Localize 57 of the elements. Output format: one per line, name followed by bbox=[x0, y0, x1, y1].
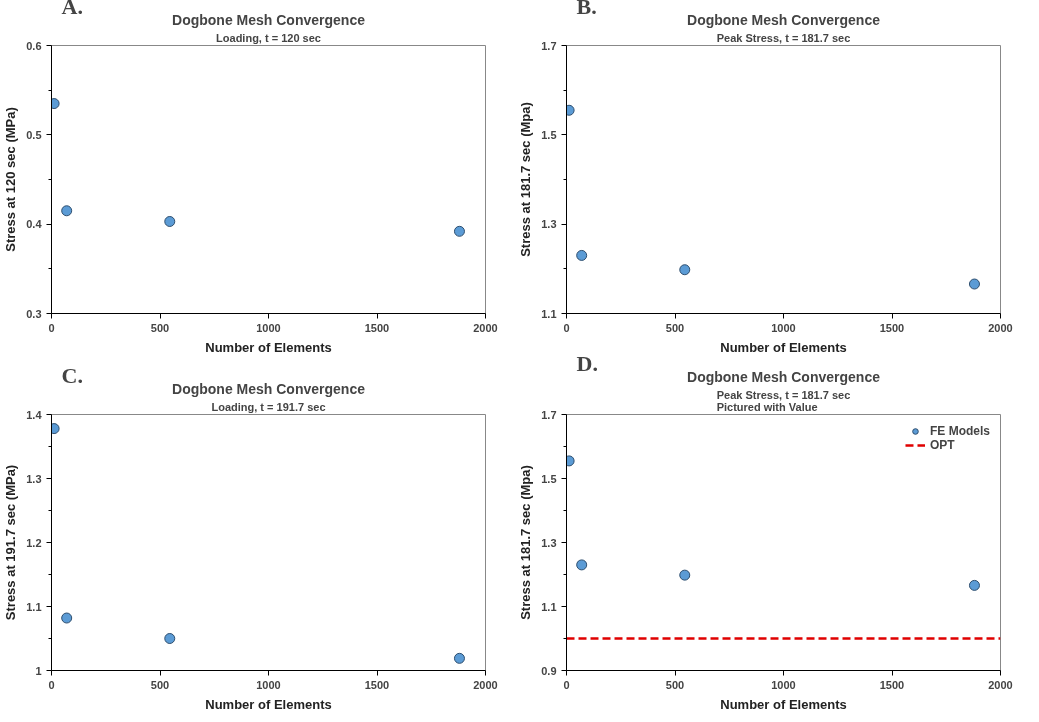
x-tick-label: 0 bbox=[563, 678, 570, 691]
y-tick-label: 1.3 bbox=[541, 536, 557, 549]
y-tick-label: 1.5 bbox=[541, 128, 557, 141]
text: C. bbox=[61, 362, 83, 388]
x-tick-label: 1000 bbox=[256, 321, 281, 334]
x-tick-label: 1000 bbox=[771, 321, 796, 334]
y-tick-label: 1.4 bbox=[26, 408, 43, 421]
x-tick-label: 500 bbox=[665, 678, 685, 691]
x-tick-label: 500 bbox=[665, 321, 685, 334]
x-axis-title: Number of Elements bbox=[205, 339, 332, 355]
y-tick-label: 0.9 bbox=[541, 664, 557, 677]
x-tick-label: 0 bbox=[563, 321, 570, 334]
y-tick-label: 0.6 bbox=[26, 39, 42, 52]
y-tick-label: 1.1 bbox=[26, 600, 42, 613]
chart-subtitle: Loading, t = 191.7 sec bbox=[211, 400, 326, 413]
x-axis-title: Number of Elements bbox=[720, 696, 847, 712]
x-tick-label: 1500 bbox=[879, 678, 905, 691]
y-tick-label: 0.4 bbox=[26, 218, 43, 231]
x-axis-title: Number of Elements bbox=[205, 696, 332, 712]
y-axis-title: Stress at 181.7 sec (Mpa) bbox=[518, 102, 534, 257]
chart-title: Dogbone Mesh Convergence bbox=[172, 380, 366, 397]
x-tick-label: 1500 bbox=[364, 678, 390, 691]
x-tick-label: 2000 bbox=[988, 321, 1013, 334]
y-tick-label: 1 bbox=[35, 664, 42, 677]
x-tick-label: 1500 bbox=[879, 321, 905, 334]
x-tick-label: 1500 bbox=[364, 321, 390, 334]
y-tick-label: 0.5 bbox=[26, 128, 42, 141]
chart-title: Dogbone Mesh Convergence bbox=[687, 368, 881, 385]
y-axis-title: Stress at 120 sec (MPa) bbox=[3, 107, 19, 252]
chart-subtitle: Peak Stress, t = 181.7 sec bbox=[716, 31, 851, 44]
legend-label: FE Models bbox=[929, 424, 990, 438]
x-tick-label: 1000 bbox=[256, 678, 281, 691]
chart-subtitle: Loading, t = 120 sec bbox=[216, 31, 321, 44]
y-tick-label: 1.1 bbox=[541, 307, 557, 320]
x-tick-label: 500 bbox=[150, 321, 170, 334]
y-axis-title: Stress at 181.7 sec (Mpa) bbox=[518, 465, 534, 620]
x-tick-label: 1000 bbox=[771, 678, 796, 691]
x-tick-label: 0 bbox=[48, 321, 55, 334]
y-tick-label: 1.7 bbox=[541, 39, 557, 52]
chart-title: Dogbone Mesh Convergence bbox=[687, 11, 881, 28]
y-tick-label: 1.1 bbox=[541, 600, 557, 613]
x-tick-label: 2000 bbox=[988, 678, 1013, 691]
x-tick-label: 500 bbox=[150, 678, 170, 691]
y-tick-label: 1.2 bbox=[26, 536, 42, 549]
y-tick-label: 1.5 bbox=[541, 472, 557, 485]
y-tick-label: 1.3 bbox=[541, 218, 557, 231]
chart-subtitle: Peak Stress, t = 181.7 sec Pictured with Value bbox=[716, 388, 851, 413]
legend-label: OPT bbox=[929, 438, 955, 452]
chart-title: Dogbone Mesh Convergence bbox=[172, 11, 366, 28]
x-tick-label: 2000 bbox=[473, 678, 498, 691]
y-tick-label: 1.3 bbox=[26, 472, 42, 485]
x-tick-label: 0 bbox=[48, 678, 55, 691]
y-tick-label: 0.3 bbox=[26, 307, 42, 320]
y-tick-label: 1.7 bbox=[541, 408, 557, 421]
x-tick-label: 2000 bbox=[473, 321, 498, 334]
y-axis-title: Stress at 191.7 sec (MPa) bbox=[3, 464, 19, 621]
x-axis-title: Number of Elements bbox=[720, 339, 847, 355]
